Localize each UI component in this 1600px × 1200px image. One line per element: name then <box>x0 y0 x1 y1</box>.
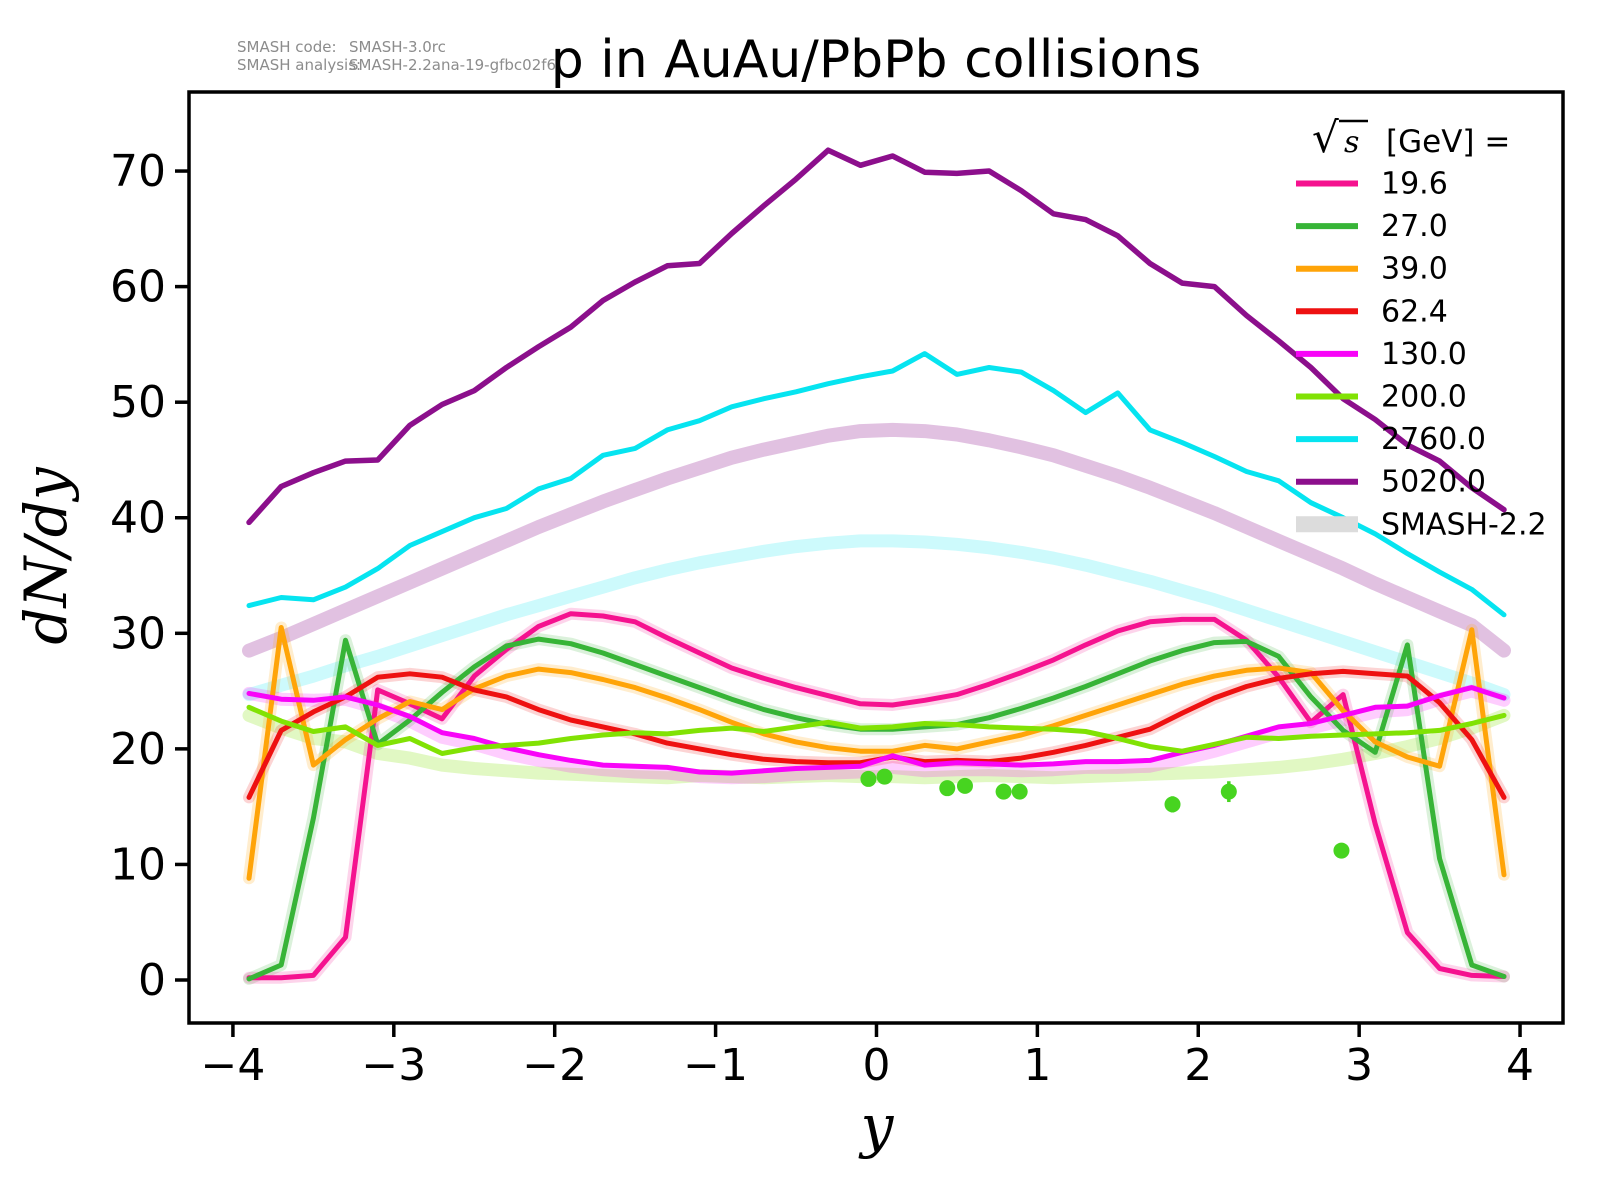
legend: √ s [GeV] = 19.6 27.0 39.0 62.4 130.0 200.0 27… <box>1296 113 1547 542</box>
smash-analysis-value: SMASH-2.2ana-19-gfbc02f6 <box>349 56 556 74</box>
x-tick-label: 4 <box>1506 1040 1534 1091</box>
data-point <box>939 780 956 797</box>
y-tick-label: 70 <box>110 146 166 197</box>
data-point <box>1220 783 1237 800</box>
y-tick-label: 0 <box>138 955 166 1006</box>
y-tick-label: 60 <box>110 262 166 313</box>
legend-label-62.4: 62.4 <box>1381 294 1448 329</box>
x-tick-label: −4 <box>200 1040 265 1091</box>
legend-label-smash-2.2: SMASH-2.2 <box>1381 507 1547 542</box>
data-point <box>995 783 1012 800</box>
series-line-130.0 <box>246 685 1507 776</box>
band-smash-2-2-2760-0 <box>242 534 1511 702</box>
x-tick-label: 0 <box>862 1040 890 1091</box>
data-point <box>860 770 877 787</box>
x-tick-label: −3 <box>361 1040 426 1091</box>
series-line-5020.0 <box>246 147 1507 526</box>
legend-title-sqrt-arg: s <box>1344 125 1359 160</box>
band-smash-2-2-130-0 <box>242 684 1511 785</box>
data-point <box>956 777 973 794</box>
smash-code-value: SMASH-3.0rc <box>349 38 446 56</box>
band-smash-2-2-200-0 <box>242 708 1511 785</box>
y-tick-label: 50 <box>110 377 166 428</box>
data-point <box>1011 783 1028 800</box>
y-tick-label: 10 <box>110 839 166 890</box>
legend-label-2760.0: 2760.0 <box>1381 422 1486 457</box>
legend-label-27.0: 27.0 <box>1381 209 1448 244</box>
y-tick-label: 30 <box>110 608 166 659</box>
legend-entries: 19.6 27.0 39.0 62.4 130.0 200.0 2760.0 5020.0 SM… <box>1296 167 1547 542</box>
legend-title-sqrt-symbol: √ <box>1312 113 1339 162</box>
x-tick-label: −1 <box>683 1040 748 1091</box>
data-point <box>1333 842 1350 859</box>
legend-label-39.0: 39.0 <box>1381 252 1448 287</box>
legend-label-130.0: 130.0 <box>1381 337 1467 372</box>
series-lines-layer <box>246 147 1507 982</box>
plot-title: p in AuAu/PbPb collisions <box>551 30 1201 90</box>
smash-analysis-label: SMASH analysis: <box>237 56 361 74</box>
y-axis-label: dN/dy <box>12 466 80 645</box>
legend-label-5020.0: 5020.0 <box>1381 465 1486 500</box>
series-line-39.0 <box>246 625 1507 881</box>
x-tick-label: 1 <box>1023 1040 1051 1091</box>
legend-title-units: [GeV] = <box>1386 124 1510 160</box>
y-tick-label: 20 <box>110 724 166 775</box>
band-smash-2-2-5020-0 <box>242 422 1511 658</box>
y-tick-label: 40 <box>110 493 166 544</box>
x-axis-label: y <box>858 1092 895 1160</box>
labels-layer: p in AuAu/PbPb collisions y dN/dy SMASH … <box>12 30 1201 1160</box>
data-points-layer <box>860 768 1350 859</box>
x-tick-label: 3 <box>1345 1040 1373 1091</box>
data-point <box>1164 796 1181 813</box>
legend-label-200.0: 200.0 <box>1381 380 1467 415</box>
legend-label-19.6: 19.6 <box>1381 167 1448 202</box>
x-tick-label: 2 <box>1184 1040 1212 1091</box>
smash-code-label: SMASH code: <box>237 38 337 56</box>
series-line-200.0 <box>246 704 1507 756</box>
data-point <box>876 768 893 785</box>
series-line-2760.0 <box>246 351 1507 618</box>
x-tick-label: −2 <box>522 1040 587 1091</box>
